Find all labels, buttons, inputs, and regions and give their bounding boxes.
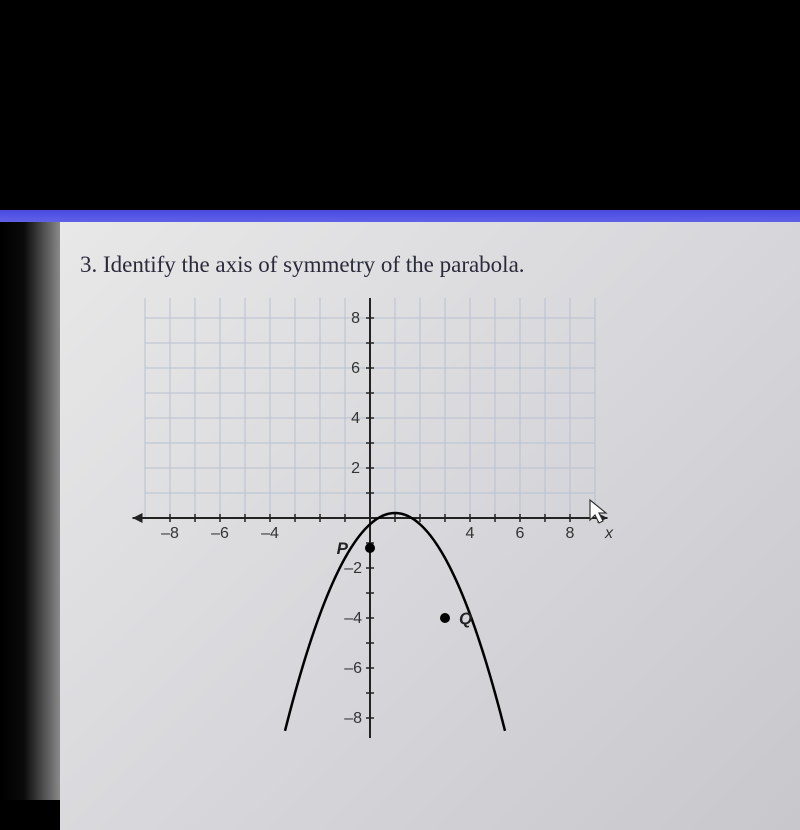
svg-text:–8: –8	[161, 525, 179, 542]
page-content: 3. Identify the axis of symmetry of the …	[60, 222, 800, 830]
monitor-bezel-left	[0, 222, 60, 800]
svg-text:6: 6	[351, 360, 360, 377]
top-black-region	[0, 0, 800, 210]
svg-text:8: 8	[351, 310, 360, 327]
svg-text:–6: –6	[344, 660, 362, 677]
question-body: Identify the axis of symmetry of the par…	[103, 252, 525, 277]
svg-text:x: x	[604, 525, 614, 542]
svg-text:–4: –4	[261, 525, 279, 542]
svg-text:–8: –8	[344, 710, 362, 727]
svg-text:4: 4	[351, 410, 360, 427]
graph-figure: –8–6–44682468–2–4–6–8yxPQ	[120, 298, 620, 738]
svg-text:–4: –4	[344, 610, 362, 627]
svg-text:6: 6	[516, 525, 525, 542]
svg-text:8: 8	[566, 525, 575, 542]
svg-text:P: P	[337, 539, 349, 558]
question-number: 3.	[80, 252, 97, 277]
coordinate-plane: –8–6–44682468–2–4–6–8yxPQ	[120, 298, 620, 738]
titlebar-accent	[0, 210, 800, 222]
svg-text:Q: Q	[459, 609, 472, 628]
svg-text:4: 4	[466, 525, 475, 542]
question-text: 3. Identify the axis of symmetry of the …	[60, 252, 800, 298]
svg-text:–6: –6	[211, 525, 229, 542]
svg-text:2: 2	[351, 460, 360, 477]
svg-text:–2: –2	[344, 560, 362, 577]
